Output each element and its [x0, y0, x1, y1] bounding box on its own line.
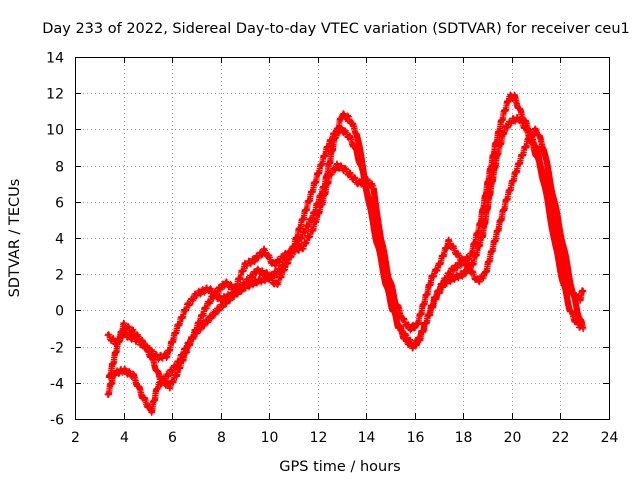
y-axis-label: SDTVAR / TECUs — [7, 179, 23, 298]
chart-title: Day 233 of 2022, Sidereal Day-to-day VTE… — [42, 21, 630, 37]
x-tick-label: 20 — [504, 430, 522, 446]
y-tick-label: 12 — [46, 87, 64, 103]
y-tick-label: 4 — [55, 232, 64, 248]
y-tick-label: -6 — [50, 413, 64, 429]
y-tick-label: 8 — [55, 160, 64, 176]
x-tick-label: 2 — [71, 430, 80, 446]
x-tick-label: 12 — [310, 430, 328, 446]
y-tick-label: 6 — [55, 196, 64, 212]
x-tick-label: 4 — [120, 430, 129, 446]
x-tick-label: 22 — [552, 430, 570, 446]
y-tick-label: -4 — [50, 377, 64, 393]
y-tick-label: 14 — [46, 51, 64, 67]
x-tick-label: 24 — [601, 430, 619, 446]
x-tick-label: 8 — [217, 430, 226, 446]
x-tick-label: 14 — [358, 430, 376, 446]
x-tick-label: 16 — [407, 430, 425, 446]
y-tick-label: 10 — [46, 123, 64, 139]
data-layer — [104, 91, 587, 416]
x-axis-label: GPS time / hours — [279, 459, 400, 475]
x-tick-label: 6 — [168, 430, 177, 446]
x-tick-label: 18 — [455, 430, 473, 446]
x-tick-label: 10 — [261, 430, 279, 446]
y-tick-label: 0 — [55, 304, 64, 320]
series-trace-3 — [105, 125, 587, 392]
series-trace-2 — [104, 114, 585, 416]
y-tick-label: 2 — [55, 268, 64, 284]
y-tick-label: -2 — [50, 341, 64, 357]
